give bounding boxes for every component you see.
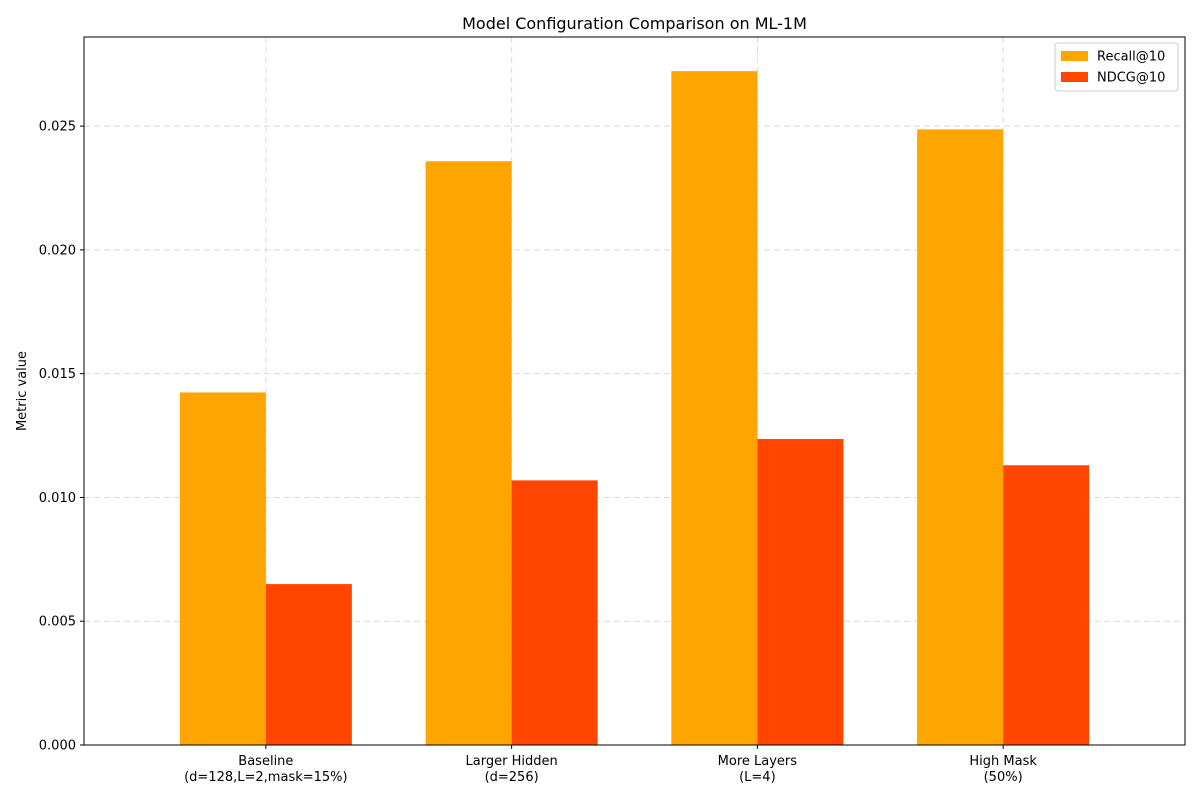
bar-ndcg-10-3 (1003, 465, 1090, 745)
x-tick-label: Larger Hidden (d=256) (466, 754, 558, 785)
bar-recall-10-1 (425, 161, 512, 745)
bars (179, 71, 1090, 746)
y-axis-ticks: 0.000 0.005 0.010 0.015 0.020 0.025 (39, 120, 84, 754)
plot-frame (83, 36, 1186, 746)
chart-title: Model Configuration Comparison on ML-1M (462, 14, 807, 33)
bar-ndcg-10-1 (511, 480, 598, 745)
legend: Recall@10 NDCG@10 (1054, 42, 1179, 92)
x-tick-label: More Layers (L=4) (718, 754, 798, 785)
y-tick-label: 0.000 (39, 739, 76, 754)
x-tick-label: High Mask (50%) (969, 754, 1037, 785)
x-tick-label: Baseline (d=128,L=2,mask=15%) (184, 754, 348, 785)
bar-recall-10-3 (917, 129, 1004, 746)
bar-recall-10-2 (671, 71, 758, 746)
y-axis-label: Metric value (15, 351, 30, 431)
legend-swatch (1061, 72, 1088, 82)
y-tick-label: 0.015 (39, 367, 76, 382)
legend-label: NDCG@10 (1097, 71, 1165, 86)
bar-recall-10-0 (179, 392, 266, 745)
legend-swatch (1061, 51, 1088, 61)
x-axis-ticks: Baseline (d=128,L=2,mask=15%) Larger Hidde… (184, 745, 1037, 785)
bar-ndcg-10-0 (265, 584, 352, 745)
legend-label: Recall@10 (1097, 50, 1165, 65)
y-tick-label: 0.020 (39, 243, 76, 258)
y-tick-label: 0.005 (39, 615, 76, 630)
y-tick-label: 0.025 (39, 120, 76, 135)
bar-ndcg-10-2 (757, 439, 844, 745)
y-tick-label: 0.010 (39, 491, 76, 506)
